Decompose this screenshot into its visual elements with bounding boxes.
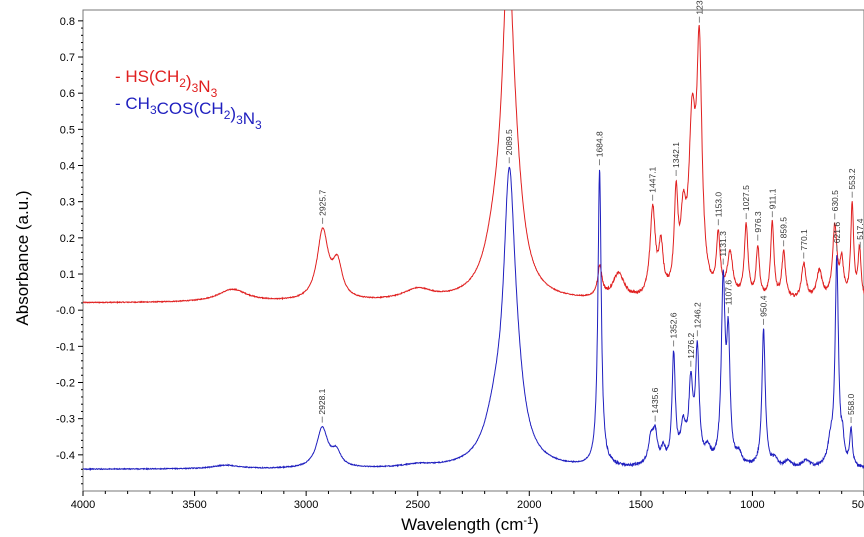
peak-label: 911.1 (767, 188, 777, 209)
y-tick-label: 0.7 (60, 52, 75, 64)
y-axis-ticks: 0.8 0.7 0.6 0.5 0.4 0.3 0.2 0.1 -0.0 -0.1 -0.2 -0.3… (56, 16, 83, 485)
peak-label: 1246.2 (692, 302, 702, 328)
legend: - HS(CH2)3N3- CH3COS(CH2)3N3 (115, 67, 262, 132)
peak-label: 2925.7 (318, 190, 328, 216)
peak-label: 950.4 (759, 295, 769, 317)
y-tick-label: 0.3 (60, 197, 75, 209)
peak-label: 1352.6 (669, 312, 679, 338)
peak-label: 770.1 (799, 229, 809, 251)
legend-text: CH (125, 94, 150, 113)
legend-subscript: 3 (255, 118, 262, 132)
x-tick-label: 1500 (629, 499, 653, 511)
peak-label: 1435.6 (650, 387, 660, 413)
peak-label: 1684.8 (595, 131, 605, 157)
peak-label: 976.3 (753, 211, 763, 233)
peak-label: 558.0 (846, 394, 856, 416)
legend-entry: - HS(CH2)3N3 (115, 67, 218, 100)
legend-text: HS(CH (125, 67, 179, 86)
y-tick-label: -0.3 (56, 414, 75, 426)
x-tick-label: 3500 (182, 499, 206, 511)
y-tick-label: -0.0 (56, 305, 75, 317)
x-tick-label: 3000 (294, 499, 318, 511)
legend-subscript: 2 (179, 76, 186, 90)
peak-label: 1447.1 (648, 166, 658, 192)
y-axis-title: Absorbance (a.u.) (13, 190, 32, 325)
spectrum-line (83, 10, 864, 304)
legend-text: ) (186, 72, 192, 91)
peak-label: 2928.1 (317, 388, 327, 414)
legend-subscript: 3 (192, 81, 199, 95)
peak-label: 1342.1 (671, 142, 681, 168)
y-tick-label: 0.4 (60, 161, 75, 173)
legend-text: - (115, 67, 125, 86)
legend-text: COS(CH (157, 99, 224, 118)
legend-entry: - CH3COS(CH2)3N3 (115, 94, 262, 132)
legend-text: ) (230, 104, 236, 123)
y-tick-label: 0.2 (60, 233, 75, 245)
peak-label: 859.5 (779, 217, 789, 239)
plot-frame (82, 9, 864, 492)
plot-area: 2925.7 1447.1 1342.1 1237.9 1153.0 1027.5976.… (82, 0, 864, 492)
legend-subscript: 2 (224, 108, 231, 122)
spectrum-line (83, 166, 864, 471)
x-axis-title-close: ) (533, 515, 539, 534)
peak-label: 630.5 (830, 190, 840, 212)
peak-label: 1153.0 (713, 192, 723, 218)
peak-label: 2089.5 (504, 129, 514, 155)
peak-label: 517.4 (855, 218, 864, 240)
y-tick-label: 0.6 (60, 88, 75, 100)
x-axis-title-text: Wavelength (cm (401, 515, 523, 534)
x-axis-title: Wavelength (cm-1) (401, 515, 539, 534)
y-tick-label: -0.2 (56, 378, 75, 390)
legend-subscript: 3 (236, 113, 243, 127)
y-tick-label: 0.8 (60, 16, 75, 28)
y-tick-label: 0.5 (60, 124, 75, 136)
x-axis-title-superscript: -1 (523, 515, 533, 527)
legend-subscript: 3 (150, 103, 157, 117)
y-tick-label: -0.4 (56, 450, 75, 462)
legend-text: N (198, 77, 210, 96)
legend-subscript: 3 (211, 86, 218, 100)
y-tick-label: -0.1 (56, 341, 75, 353)
x-tick-label: 2500 (405, 499, 429, 511)
peak-label: 1131.3 (718, 231, 728, 257)
x-tick-label: 50 (852, 499, 864, 511)
peak-label: 1276.2 (686, 332, 696, 358)
x-tick-label: 4000 (71, 499, 95, 511)
x-axis-ticks: 4000 3500 3000 2500 2000 1500 1000 50 (71, 491, 864, 511)
peak-label: 1237.9 (694, 0, 704, 15)
peak-label: 621.6 (832, 222, 842, 244)
peak-label: 553.2 (847, 168, 857, 190)
legend-text: N (243, 109, 255, 128)
peak-label: 1027.5 (741, 185, 751, 211)
x-tick-label: 2000 (517, 499, 541, 511)
y-tick-label: 0.1 (60, 269, 75, 281)
x-tick-label: 1000 (740, 499, 764, 511)
legend-text: - (115, 94, 125, 113)
peak-label: 1107.6 (723, 280, 733, 306)
